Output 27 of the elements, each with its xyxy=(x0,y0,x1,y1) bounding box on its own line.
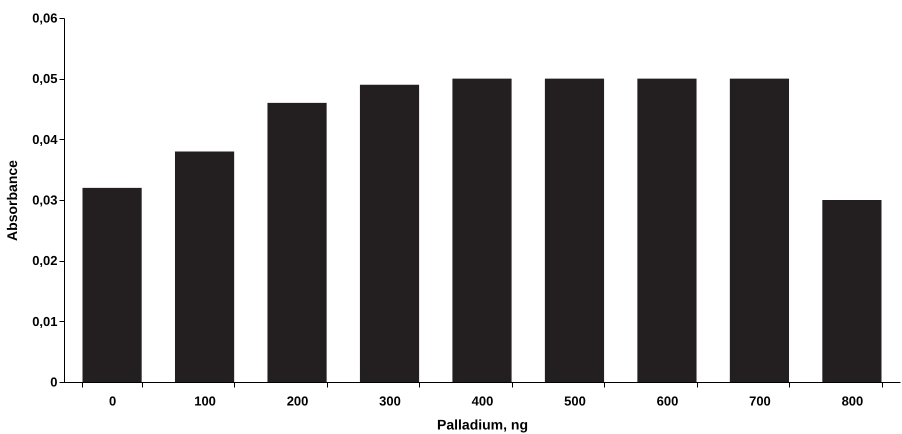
x-tick-label: 700 xyxy=(749,394,771,408)
bar xyxy=(82,188,142,382)
x-tick-label: 800 xyxy=(842,394,864,408)
bar xyxy=(174,151,234,382)
y-tick-label: 0,06 xyxy=(32,10,58,26)
x-tick-label: 300 xyxy=(379,394,401,408)
y-axis-title: Absorbance xyxy=(4,160,20,241)
x-tick-label: 100 xyxy=(194,394,216,408)
bar xyxy=(452,78,512,382)
bar xyxy=(822,200,882,382)
bar xyxy=(360,84,420,382)
bar xyxy=(267,102,327,382)
y-tick-label: 0,03 xyxy=(32,192,58,208)
y-tick-label: 0,01 xyxy=(32,314,58,329)
bar xyxy=(544,78,604,382)
y-tick-label: 0,05 xyxy=(32,71,58,86)
y-tick-label: 0,02 xyxy=(32,253,58,268)
x-tick-label: 600 xyxy=(656,394,678,408)
x-tick-label: 400 xyxy=(472,394,494,408)
x-axis-title: Palladium, ng xyxy=(436,416,528,432)
x-tick-label: 500 xyxy=(564,394,586,408)
x-tick-label: 0 xyxy=(108,394,116,408)
y-tick-label: 0,04 xyxy=(32,132,58,147)
bar xyxy=(730,78,790,382)
y-tick-label: 0 xyxy=(50,374,58,390)
bar xyxy=(637,78,697,382)
x-tick-label: 200 xyxy=(286,394,308,408)
